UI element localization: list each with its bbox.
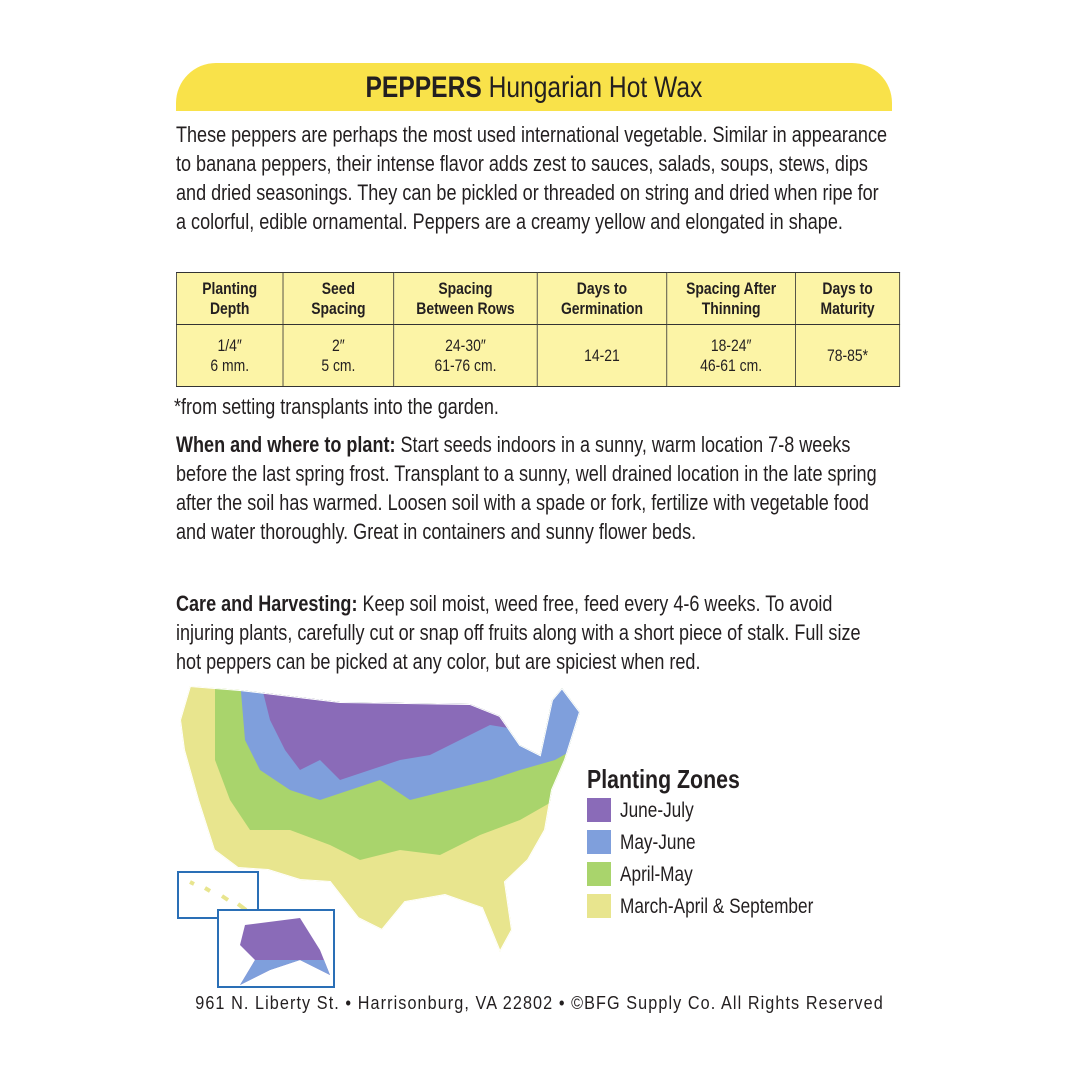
legend-label: May-June [620, 831, 696, 854]
table-header: Spacing Between Rows [393, 272, 538, 325]
header-line: Seed [321, 278, 356, 298]
header-line: Spacing After [686, 278, 777, 298]
header-line: Depth [209, 298, 250, 318]
table-header: Days to Germination [536, 272, 668, 325]
legend-label: April-May [620, 863, 693, 886]
header-line: Days to [576, 278, 628, 298]
cell-line: 1/4″ [217, 335, 242, 355]
title-rest: Hungarian Hot Wax [488, 71, 703, 104]
cell-line: 6 mm. [210, 355, 250, 375]
table-header: Planting Depth [176, 272, 284, 325]
header-line: Spacing [438, 278, 493, 298]
cell-line: 78-85* [827, 345, 869, 365]
table-cell: 2″ 5 cm. [282, 324, 395, 387]
legend-swatch [587, 830, 611, 854]
section: Care and Harvesting: Keep soil moist, we… [176, 589, 889, 676]
growing-table: Planting Depth Seed Spacing Spacing Between R… [176, 272, 901, 387]
legend-label: June-July [620, 799, 694, 822]
title: PEPPERS Hungarian Hot Wax [176, 71, 892, 105]
legend-label: March-April & September [620, 895, 814, 918]
footer-text: 961 N. Liberty St. • Harrisonburg, VA 22… [195, 993, 885, 1013]
table-row: 1/4″ 6 mm. 2″ 5 cm. 24-30″ 61-76 cm. 14-21 18-2… [176, 324, 901, 387]
table-cell: 1/4″ 6 mm. [176, 324, 284, 387]
footnote: *from setting transplants into the garde… [174, 394, 499, 419]
table-cell: 18-24″ 46-61 cm. [666, 324, 796, 387]
header-line: Germination [560, 298, 644, 318]
legend-swatch [587, 894, 611, 918]
table-header: Days to Maturity [795, 272, 901, 325]
header-line: Days to [822, 278, 873, 298]
header-line: Maturity [820, 298, 875, 318]
table-header: Spacing After Thinning [666, 272, 796, 325]
footer: 961 N. Liberty St. • Harrisonburg, VA 22… [0, 993, 1080, 1014]
header-line: Planting [202, 278, 258, 298]
header-line: Thinning [701, 298, 761, 318]
cell-line: 24-30″ [445, 335, 486, 355]
section-text: Keep soil moist, weed free, feed every 4… [176, 591, 861, 674]
title-bold: PEPPERS [365, 71, 482, 104]
legend-swatch [587, 862, 611, 886]
header-line: Between Rows [416, 298, 515, 318]
cell-line: 18-24″ [710, 335, 752, 355]
hawaii [189, 880, 248, 912]
cell-line: 61-76 cm. [434, 355, 497, 375]
table-cell: 14-21 [536, 324, 668, 387]
table-cell: 24-30″ 61-76 cm. [393, 324, 538, 387]
section: When and where to plant: Start seeds ind… [176, 430, 889, 546]
header-line: Spacing [311, 298, 366, 318]
section-label: Care and Harvesting: [176, 591, 358, 616]
table-wrap: Planting Depth Seed Spacing Spacing Between R… [176, 272, 901, 387]
cell-line: 5 cm. [321, 355, 356, 375]
legend-swatch [587, 798, 611, 822]
description: These peppers are perhaps the most used … [176, 122, 888, 234]
table-header: Seed Spacing [282, 272, 395, 325]
header-bar: PEPPERS Hungarian Hot Wax [176, 63, 892, 111]
section-label: When and where to plant: [176, 432, 396, 457]
cell-line: 2″ [332, 335, 345, 355]
section-text: Start seeds indoors in a sunny, warm loc… [176, 432, 877, 544]
legend-title: Planting Zones [587, 764, 740, 794]
table-cell: 78-85* [795, 324, 901, 387]
cell-line: 14-21 [584, 345, 620, 365]
cell-line: 46-61 cm. [700, 355, 763, 375]
